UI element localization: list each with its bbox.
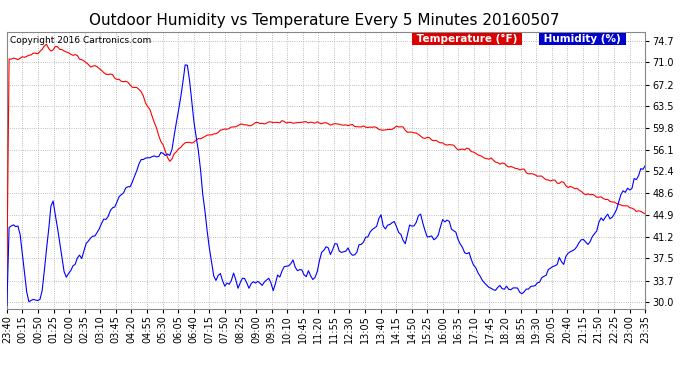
Text: Temperature (°F): Temperature (°F) [413, 34, 521, 44]
Text: Humidity (%): Humidity (%) [540, 34, 624, 44]
Text: Outdoor Humidity vs Temperature Every 5 Minutes 20160507: Outdoor Humidity vs Temperature Every 5 … [89, 13, 560, 28]
Text: Copyright 2016 Cartronics.com: Copyright 2016 Cartronics.com [10, 36, 152, 45]
